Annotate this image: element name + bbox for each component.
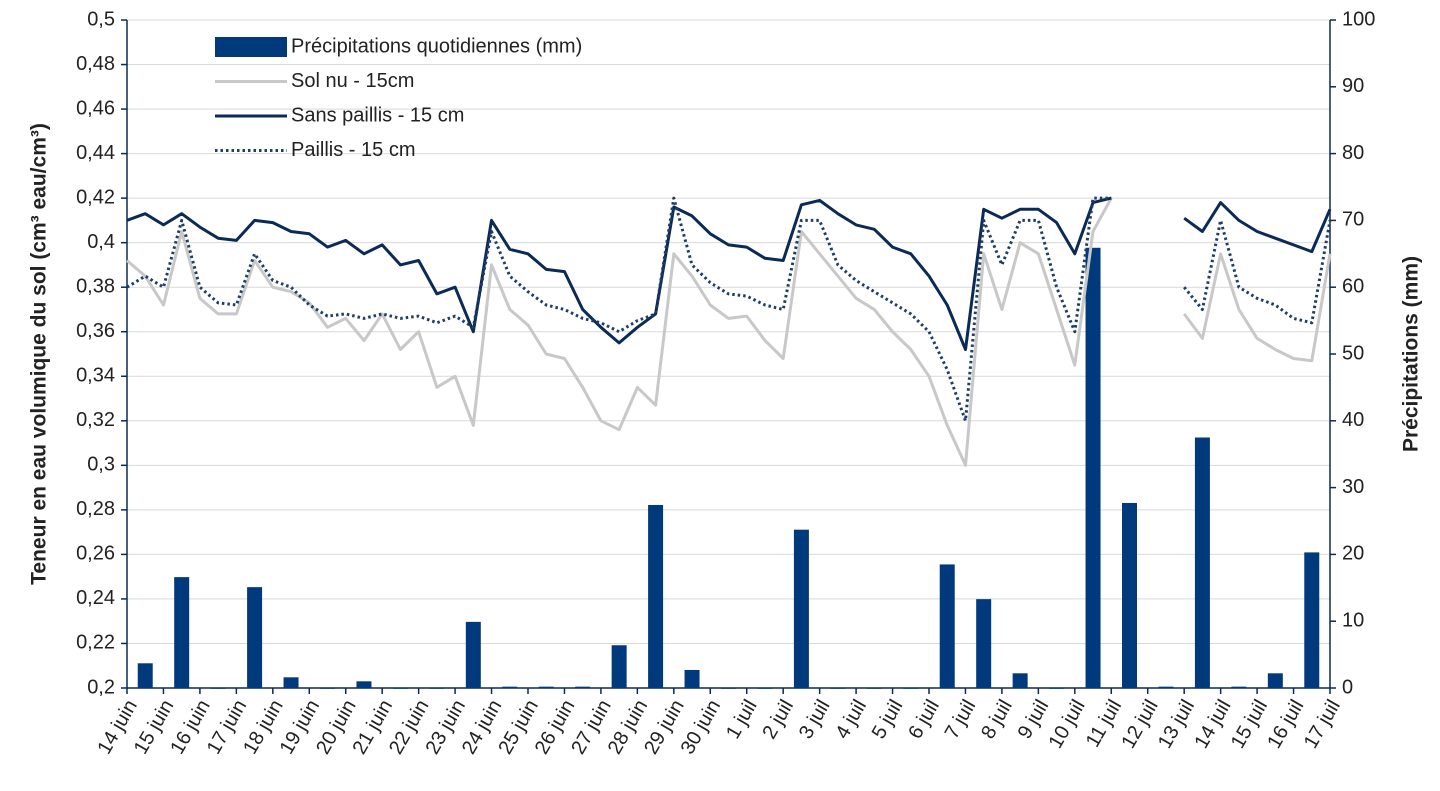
bar [502,686,518,688]
y2-tick-label: 30 [1342,476,1364,498]
x-tick-label: 10 juil [1045,696,1090,752]
y2-tick-label: 60 [1342,275,1364,297]
bar [575,686,591,688]
bar [1231,686,1247,688]
bar [174,577,190,688]
line-series [126,197,1332,467]
x-tick-label: 13 juil [1154,696,1199,752]
x-tick-label: 7 juil [941,696,981,743]
legend-swatch [215,37,287,57]
bar [1158,686,1174,688]
bar [1012,673,1028,688]
bar [1194,437,1210,688]
bar [976,599,992,688]
x-tick-label: 8 juil [977,696,1017,743]
legend-label: Paillis - 15 cm [291,139,415,161]
legend: Précipitations quotidiennes (mm) Sol nu -… [215,35,582,161]
y-tick-label: 0,28 [76,498,115,520]
bar [1049,688,1065,689]
bar [648,504,664,688]
bar [721,688,736,689]
x-tick-label: 16 juil [1263,696,1308,752]
bar [392,688,408,689]
bar [866,688,882,689]
y2-tick-label: 10 [1342,609,1364,631]
y2-tick-label: 40 [1342,409,1364,431]
y-tick-label: 0,2 [87,676,115,698]
y-tick-label: 0,34 [76,365,115,387]
bar [611,645,627,688]
bar [1085,247,1101,688]
bar [757,688,773,689]
y2-tick-label: 80 [1342,142,1364,164]
y-tick-label: 0,36 [76,320,115,342]
bar [939,564,955,688]
bar [1122,502,1137,688]
line-series [126,196,1332,423]
bar [538,686,554,688]
y-tick-label: 0,22 [76,632,115,654]
y2-axis-title: Précipitations (mm) [1400,256,1423,452]
y2-tick-label: 20 [1342,543,1364,565]
legend-label: Sol nu - 15cm [291,70,414,92]
x-tick-label: 5 juil [868,696,908,743]
bar [684,669,700,688]
y2-tick-label: 70 [1342,209,1364,231]
x-tick-label: 3 juil [795,696,835,743]
x-tick-label: 15 juil [1227,696,1272,752]
x-tick-label: 12 juil [1117,696,1162,752]
y-tick-label: 0,46 [76,97,115,119]
y-tick-label: 0,3 [87,454,115,476]
bar [1304,552,1320,688]
y2-tick-label: 0 [1342,676,1353,698]
y-tick-label: 0,26 [76,543,115,565]
bar [903,688,919,689]
y2-tick-label: 100 [1342,8,1375,30]
bar [793,529,809,688]
legend-label: Sans paillis - 15 cm [291,104,464,126]
y-axis-title: Teneur en eau volumique du sol (cm³ eau/… [28,123,51,585]
bar [283,677,299,688]
y-tick-label: 0,5 [87,8,115,30]
x-tick-label: 17 juil [1300,696,1345,752]
line-series [126,196,1332,351]
bar [247,587,263,688]
y-tick-label: 0,38 [76,275,115,297]
x-tick-label: 14 juil [1190,696,1235,752]
bar [465,621,481,688]
x-tick-label: 4 juil [831,696,871,743]
y-tick-label: 0,32 [76,409,115,431]
y2-tick-label: 90 [1342,75,1364,97]
y-tick-label: 0,42 [76,186,115,208]
bar [210,688,226,689]
y-tick-label: 0,4 [87,231,115,253]
bar [356,681,372,688]
bar [429,688,445,689]
x-tick-label: 1 juil [722,696,762,743]
x-tick-label: 2 juil [758,696,798,743]
y-tick-label: 0,44 [76,142,115,164]
legend-label: Précipitations quotidiennes (mm) [291,35,582,57]
y-tick-label: 0,48 [76,53,115,75]
bar [137,663,153,688]
bar [830,688,846,689]
bar [1267,673,1283,688]
y-tick-label: 0,24 [76,587,115,609]
y2-tick-label: 50 [1342,342,1364,364]
bar [320,688,335,689]
x-tick-label: 6 juil [904,696,944,743]
